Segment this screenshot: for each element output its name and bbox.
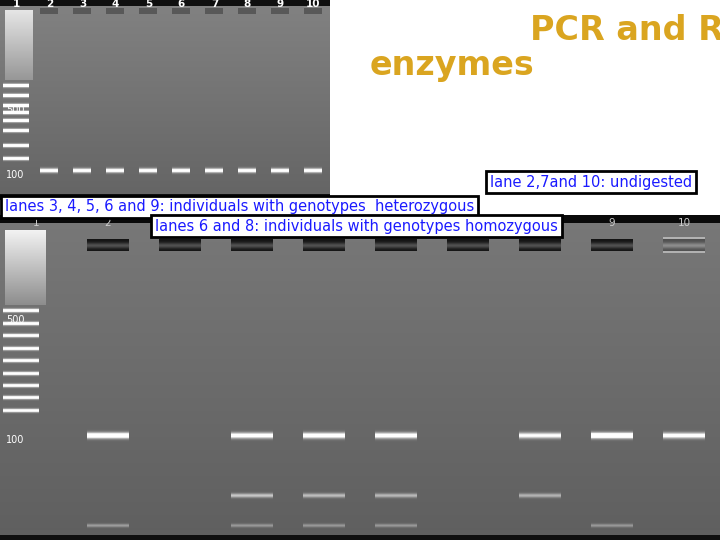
- Text: 7: 7: [464, 218, 472, 228]
- Text: 9: 9: [608, 218, 616, 228]
- Text: 3: 3: [176, 218, 184, 228]
- Text: 4: 4: [112, 0, 120, 9]
- Text: 2: 2: [46, 0, 53, 9]
- Text: 5: 5: [145, 0, 152, 9]
- Text: 100: 100: [6, 170, 24, 180]
- Text: 100: 100: [6, 435, 24, 445]
- Text: PCR and Restriction: PCR and Restriction: [530, 14, 720, 46]
- Text: 6: 6: [392, 218, 400, 228]
- Text: enzymes: enzymes: [370, 50, 535, 83]
- Text: lanes 3, 4, 5, 6 and 9: individuals with genotypes  heterozygous: lanes 3, 4, 5, 6 and 9: individuals with…: [5, 199, 474, 214]
- Text: 9: 9: [277, 0, 284, 9]
- Text: 1: 1: [32, 218, 40, 228]
- Text: lanes 6 and 8: individuals with genotypes homozygous: lanes 6 and 8: individuals with genotype…: [155, 219, 558, 233]
- Text: 5: 5: [320, 218, 328, 228]
- Text: 1: 1: [13, 0, 20, 9]
- Text: 2: 2: [104, 218, 112, 228]
- Text: 10: 10: [306, 0, 320, 9]
- Text: 8: 8: [244, 0, 251, 9]
- Text: lane 2,7and 10: undigested: lane 2,7and 10: undigested: [490, 174, 692, 190]
- Text: 500: 500: [6, 105, 24, 115]
- Text: 3: 3: [79, 0, 86, 9]
- Text: 4: 4: [248, 218, 256, 228]
- Text: 500: 500: [6, 315, 24, 325]
- Text: 10: 10: [678, 218, 690, 228]
- Text: 7: 7: [211, 0, 218, 9]
- Text: 6: 6: [178, 0, 185, 9]
- Text: 8: 8: [536, 218, 544, 228]
